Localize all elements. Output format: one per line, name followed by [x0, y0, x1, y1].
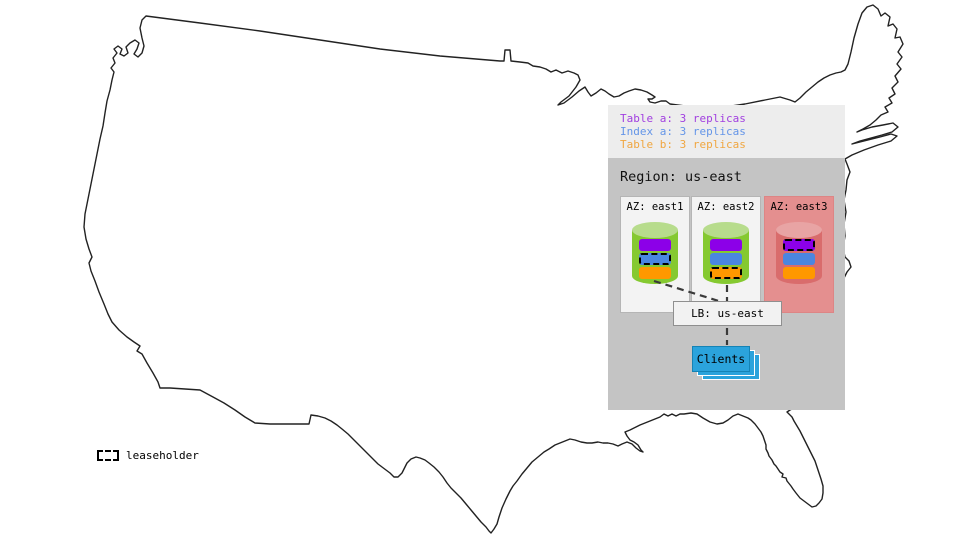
replica-bar-table-a — [639, 239, 671, 251]
legend-line-index-a: Index a: 3 replicas — [620, 125, 746, 138]
replica-bar-table-a — [710, 239, 742, 251]
az-label: AZ: east3 — [770, 201, 828, 213]
replica-bar-table-b-leaseholder — [710, 267, 742, 279]
replica-bar-table-b — [783, 267, 815, 279]
leaseholder-key: leaseholder — [97, 449, 199, 462]
load-balancer-box: LB: us-east — [673, 301, 782, 326]
replica-bar-index-a-leaseholder — [639, 253, 671, 265]
region-title: Region: us-east — [620, 169, 742, 185]
leaseholder-swatch-icon — [97, 450, 119, 461]
replica-bar-table-b — [639, 267, 671, 279]
replica-bar-index-a — [783, 253, 815, 265]
az-box-az-east3: AZ: east3 — [764, 196, 834, 313]
az-label: AZ: east1 — [626, 201, 684, 213]
legend-line-table-a: Table a: 3 replicas — [620, 112, 746, 125]
az-box-az-east1: AZ: east1 — [620, 196, 690, 313]
region-panel: Region: us-east AZ: east1 AZ: east2 AZ: ea… — [608, 158, 845, 410]
clients-box: Clients — [692, 346, 750, 372]
clients-stack: Clients — [692, 346, 760, 380]
replica-legend-panel: Table a: 3 replicas Index a: 3 replicas … — [608, 105, 845, 158]
legend-line-table-b: Table b: 3 replicas — [620, 138, 746, 151]
az-label: AZ: east2 — [697, 201, 755, 213]
az-box-az-east2: AZ: east2 — [691, 196, 761, 313]
replica-bar-index-a — [710, 253, 742, 265]
leaseholder-label: leaseholder — [126, 449, 199, 462]
replica-bar-table-a-leaseholder — [783, 239, 815, 251]
